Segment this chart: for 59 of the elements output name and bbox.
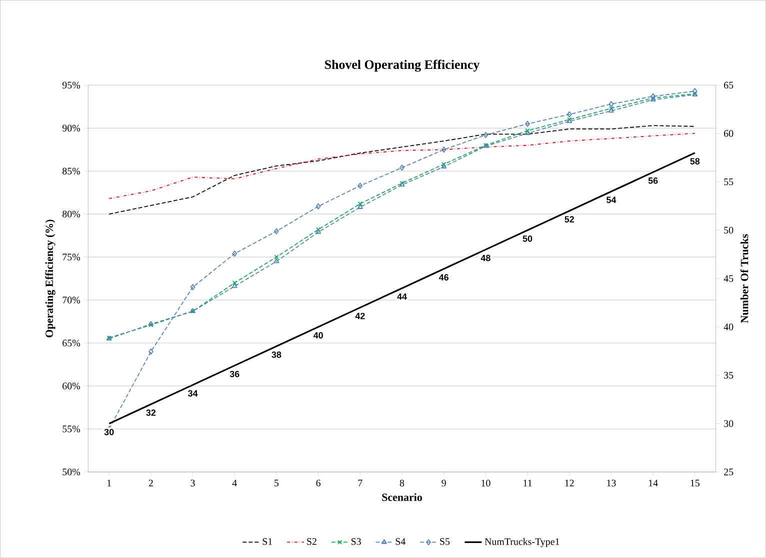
data-label: 40 bbox=[313, 332, 323, 338]
x-tick-label: 9 bbox=[442, 480, 446, 486]
legend-label: NumTrucks-Type1 bbox=[484, 538, 560, 548]
data-label: 30 bbox=[104, 428, 114, 436]
y-tick-label: 70% bbox=[62, 296, 80, 304]
chart-title: Shovel Operating Efficiency bbox=[325, 60, 480, 72]
data-label: 46 bbox=[438, 274, 448, 280]
y2-tick-label: 35 bbox=[724, 372, 734, 379]
y-tick-label: 50% bbox=[62, 468, 80, 476]
y-tick-label: 90% bbox=[62, 124, 80, 132]
y-tick-label: 75% bbox=[62, 254, 80, 260]
y2-tick-label: 40 bbox=[724, 323, 734, 330]
data-label: 56 bbox=[648, 177, 658, 184]
x-tick-label: 4 bbox=[232, 480, 237, 486]
x-tick-label: 15 bbox=[690, 480, 700, 486]
y-tick-label: 60% bbox=[62, 382, 80, 390]
x-tick-label: 7 bbox=[358, 480, 362, 486]
x-tick-label: 10 bbox=[482, 480, 490, 486]
x-tick-label: 1 bbox=[107, 480, 111, 486]
data-label: 52 bbox=[564, 216, 574, 222]
data-label: 32 bbox=[146, 409, 156, 416]
x-tick-label: 14 bbox=[648, 480, 658, 486]
x-tick-label: 2 bbox=[148, 480, 153, 486]
y-tick-label: 95% bbox=[62, 82, 80, 88]
y2-tick-label: 25 bbox=[724, 468, 734, 476]
data-label: 54 bbox=[606, 196, 616, 204]
legend-label: S1 bbox=[262, 538, 272, 545]
y2-tick-label: 55 bbox=[724, 178, 734, 186]
data-label: 58 bbox=[690, 158, 700, 164]
y-axis-title: Operating Efficiency (%) bbox=[45, 220, 56, 338]
legend-label: S3 bbox=[351, 538, 361, 545]
y2-tick-label: 50 bbox=[724, 226, 734, 234]
x-tick-label: 5 bbox=[274, 480, 279, 486]
legend-label: S2 bbox=[307, 538, 316, 545]
x-tick-label: 3 bbox=[190, 480, 195, 486]
y2-tick-label: 65 bbox=[724, 82, 734, 88]
y2-tick-label: 45 bbox=[724, 275, 734, 282]
y2-tick-label: 60 bbox=[724, 130, 734, 137]
y2-tick-label: 30 bbox=[724, 420, 734, 427]
x-tick-label: 8 bbox=[400, 480, 404, 486]
data-label: 50 bbox=[522, 235, 532, 242]
data-label: 48 bbox=[480, 254, 490, 262]
data-label: 38 bbox=[272, 351, 282, 358]
data-label: 36 bbox=[230, 370, 240, 378]
legend-label: S4 bbox=[396, 538, 406, 545]
x-tick-label: 11 bbox=[524, 480, 532, 486]
data-label: 42 bbox=[355, 312, 365, 320]
x-tick-label: 13 bbox=[607, 480, 616, 486]
legend-label: S5 bbox=[440, 538, 450, 545]
y-tick-label: 80% bbox=[62, 210, 80, 218]
y2-axis-title: Number Of Trucks bbox=[740, 234, 748, 323]
x-tick-label: 12 bbox=[565, 480, 574, 486]
x-axis-title: Scenario bbox=[382, 493, 422, 501]
x-tick-label: 6 bbox=[316, 480, 320, 486]
y-tick-label: 85% bbox=[62, 168, 80, 174]
y-tick-label: 65% bbox=[62, 340, 80, 346]
data-label: 44 bbox=[397, 293, 407, 300]
data-label: 34 bbox=[188, 390, 198, 396]
y-tick-label: 55% bbox=[62, 426, 80, 432]
